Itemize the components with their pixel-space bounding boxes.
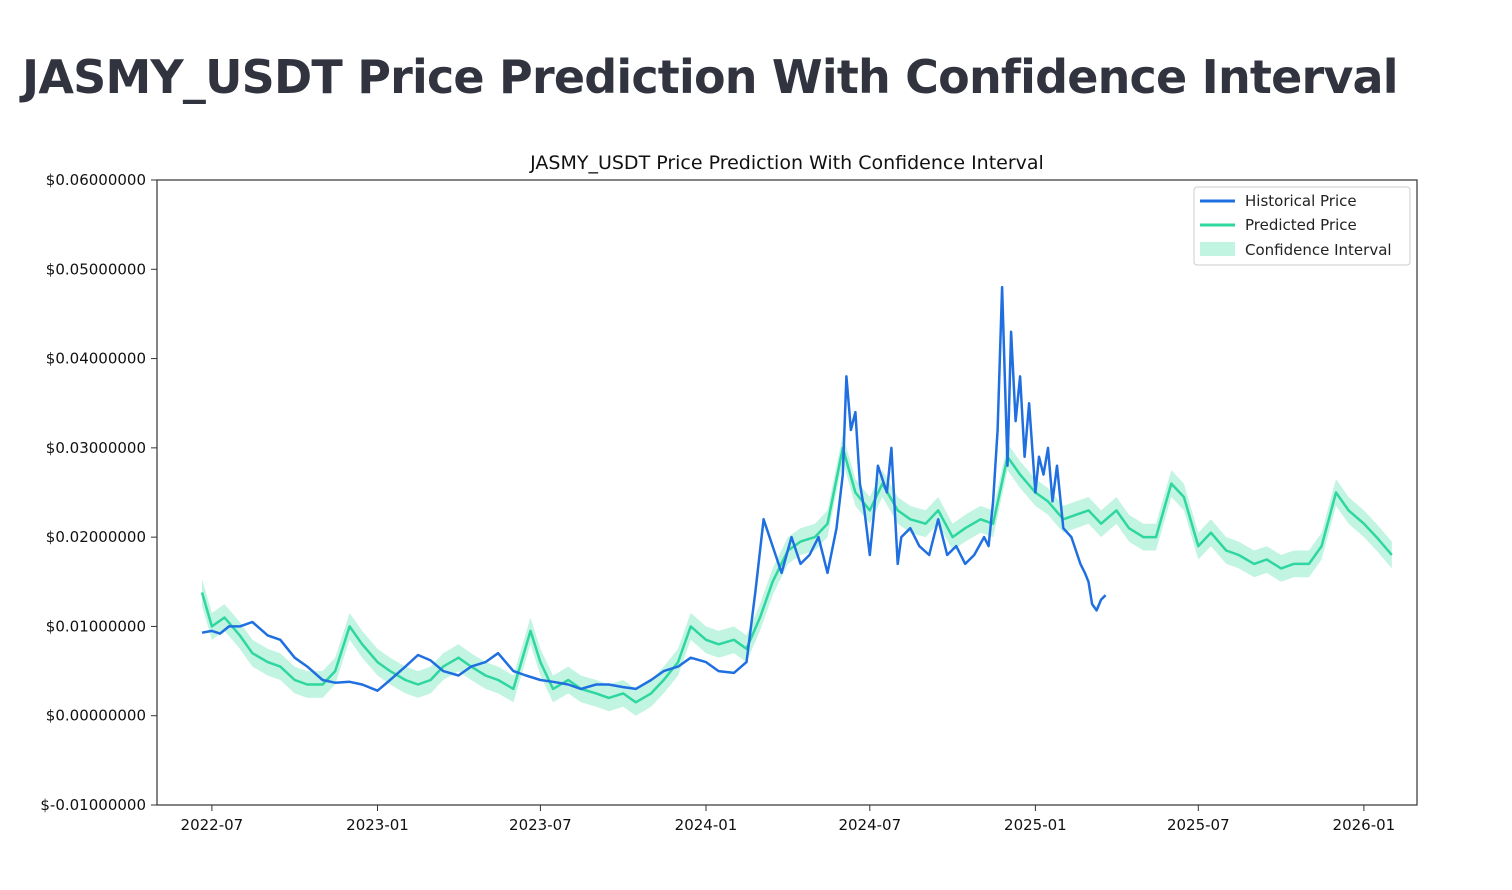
chart-title: JASMY_USDT Price Prediction With Confide…: [529, 152, 1044, 174]
page-title: JASMY_USDT Price Prediction With Confide…: [22, 50, 1399, 104]
historical-price-line: [201, 285, 1107, 692]
y-tick-label: $0.06000000: [46, 171, 146, 189]
y-tick-label: $0.05000000: [46, 260, 146, 278]
y-tick-label: $-0.01000000: [40, 796, 146, 814]
legend-historical-label: Historical Price: [1245, 192, 1357, 210]
y-axis: $-0.01000000 $0.00000000 $0.01000000 $0.020…: [40, 171, 157, 814]
x-tick-label: 2022-07: [181, 816, 244, 834]
x-tick-label: 2025-01: [1004, 816, 1067, 834]
x-tick-label: 2025-07: [1167, 816, 1230, 834]
x-tick-label: 2023-07: [509, 816, 572, 834]
x-axis: 2022-07 2023-01 2023-07 2024-01 2024-07 2025-…: [181, 805, 1396, 834]
legend-box: [1193, 186, 1411, 266]
legend-confidence-swatch: [1200, 242, 1235, 256]
legend-predicted-label: Predicted Price: [1245, 216, 1357, 234]
y-tick-label: $0.03000000: [46, 439, 146, 457]
x-tick-label: 2024-07: [838, 816, 901, 834]
legend: Historical Price Predicted Price Confide…: [1193, 186, 1411, 266]
y-tick-label: $0.04000000: [46, 350, 146, 368]
y-tick-label: $0.02000000: [46, 528, 146, 546]
legend-confidence-label: Confidence Interval: [1245, 241, 1392, 259]
confidence-band: [202, 434, 1392, 716]
x-tick-label: 2024-01: [675, 816, 738, 834]
plot-area: [200, 285, 1393, 716]
price-prediction-chart: JASMY_USDT Price Prediction With Confide…: [40, 152, 1418, 834]
y-tick-label: $0.00000000: [46, 707, 146, 725]
x-tick-label: 2026-01: [1333, 816, 1396, 834]
plot-frame: [156, 179, 1418, 806]
y-tick-label: $0.01000000: [46, 617, 146, 635]
predicted-price-line: [200, 446, 1393, 704]
x-tick-label: 2023-01: [346, 816, 409, 834]
